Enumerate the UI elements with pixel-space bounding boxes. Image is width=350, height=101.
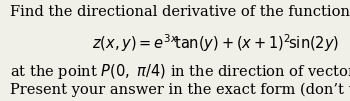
Text: at the point $P(0,\ \pi/4)$ in the direction of vector $\mathbf{a} = \mathbf{i} : at the point $P(0,\ \pi/4)$ in the direc… (10, 59, 350, 82)
Text: Find the directional derivative of the function: Find the directional derivative of the f… (10, 5, 350, 19)
Text: $z(x, y) = e^{3x}\!\tan(y) + (x + 1)^2\!\sin(2y)$: $z(x, y) = e^{3x}\!\tan(y) + (x + 1)^2\!… (92, 32, 340, 54)
Text: Present your answer in the exact form (don’t use a calculator).: Present your answer in the exact form (d… (10, 83, 350, 97)
